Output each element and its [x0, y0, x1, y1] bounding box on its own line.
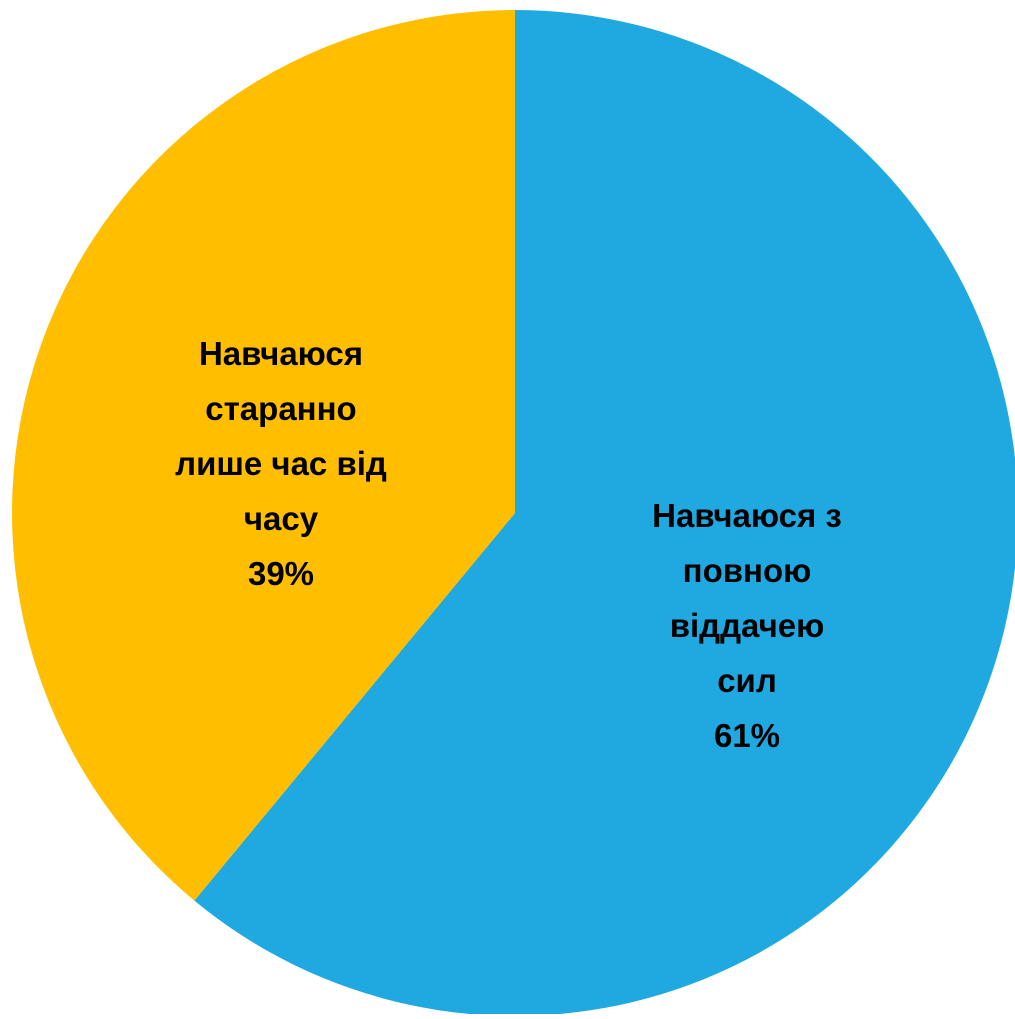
pie-slice-category-line: Навчаюся з [652, 497, 842, 534]
pie-slice-category-line: часу [244, 500, 319, 537]
pie-slice-value-label: 39% [248, 555, 314, 592]
pie-slice-category-line: віддачею [670, 607, 825, 644]
pie-slice-1 [194, 10, 1015, 1016]
pie-slice-1-label: Навчаюся з повною віддачею сил 61% [652, 497, 842, 754]
pie-slice-category-line: сил [717, 662, 777, 699]
pie-slice-2 [12, 10, 515, 901]
pie-slice-category-line: повною [683, 552, 812, 589]
pie-slice-value-label: 61% [714, 717, 780, 754]
labels-layer: Навчаюся з повною віддачею сил 61% Навчаюся ст… [175, 335, 842, 754]
slices-layer [12, 10, 1015, 1016]
pie-slice-category-line: Навчаюся [199, 335, 363, 372]
pie-slice-2-label: Навчаюся старанно лише час від часу 39% [175, 335, 387, 592]
pie-slice-category-line: старанно [205, 390, 356, 427]
pie-slice-category-line: лише час від [175, 445, 387, 482]
